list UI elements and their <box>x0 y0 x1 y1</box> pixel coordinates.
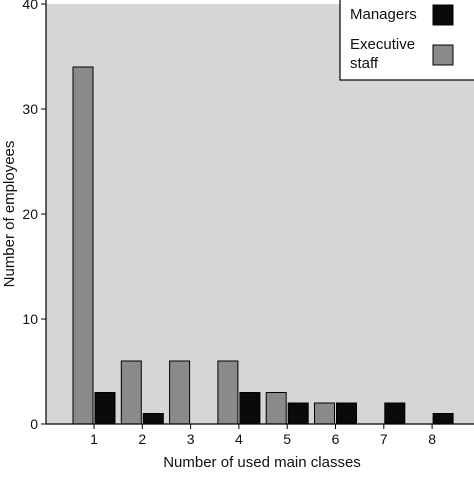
bar-managers-6 <box>336 402 357 425</box>
x-tick-label: 5 <box>283 431 291 447</box>
bars-group <box>72 66 454 425</box>
x-tick-label: 8 <box>428 431 436 447</box>
legend-swatch-executive-staff <box>432 44 454 66</box>
bar-executive-staff-6 <box>314 402 335 425</box>
x-tick-label: 2 <box>138 431 146 447</box>
bar-executive-staff-2 <box>120 360 142 425</box>
bar-managers-1 <box>94 392 116 425</box>
bar-managers-2 <box>142 413 164 425</box>
axes-group: 0 10 20 30 40 1 2 3 4 5 6 7 8 <box>22 0 474 447</box>
x-tick-label: 7 <box>380 431 388 447</box>
y-tick-label: 0 <box>30 416 38 432</box>
bar-managers-8 <box>432 413 454 425</box>
x-tick-label: 4 <box>235 431 243 447</box>
bar-executive-staff-5 <box>265 392 287 425</box>
bar-executive-staff-3 <box>169 360 191 425</box>
bar-managers-5 <box>287 402 309 425</box>
legend-swatch-managers <box>432 4 454 26</box>
legend-label-managers: Managers <box>350 6 417 23</box>
x-axis-label: Number of used main classes <box>163 454 361 471</box>
bar-managers-7 <box>384 402 406 425</box>
y-tick-label: 10 <box>22 311 38 327</box>
bar-executive-staff-4 <box>217 360 239 425</box>
x-tick-label: 3 <box>187 431 195 447</box>
x-tick-label: 1 <box>90 431 98 447</box>
y-tick-label: 20 <box>22 206 38 222</box>
x-tick-label: 6 <box>332 431 340 447</box>
bar-executive-staff-1 <box>72 66 94 425</box>
legend: Managers Executive staff <box>339 0 474 81</box>
y-axis-label: Number of employees <box>1 141 18 288</box>
y-tick-label: 40 <box>22 0 38 12</box>
y-tick-label: 30 <box>22 101 38 117</box>
legend-label-executive-staff: Executive staff <box>350 36 415 72</box>
bar-managers-4 <box>239 392 261 425</box>
